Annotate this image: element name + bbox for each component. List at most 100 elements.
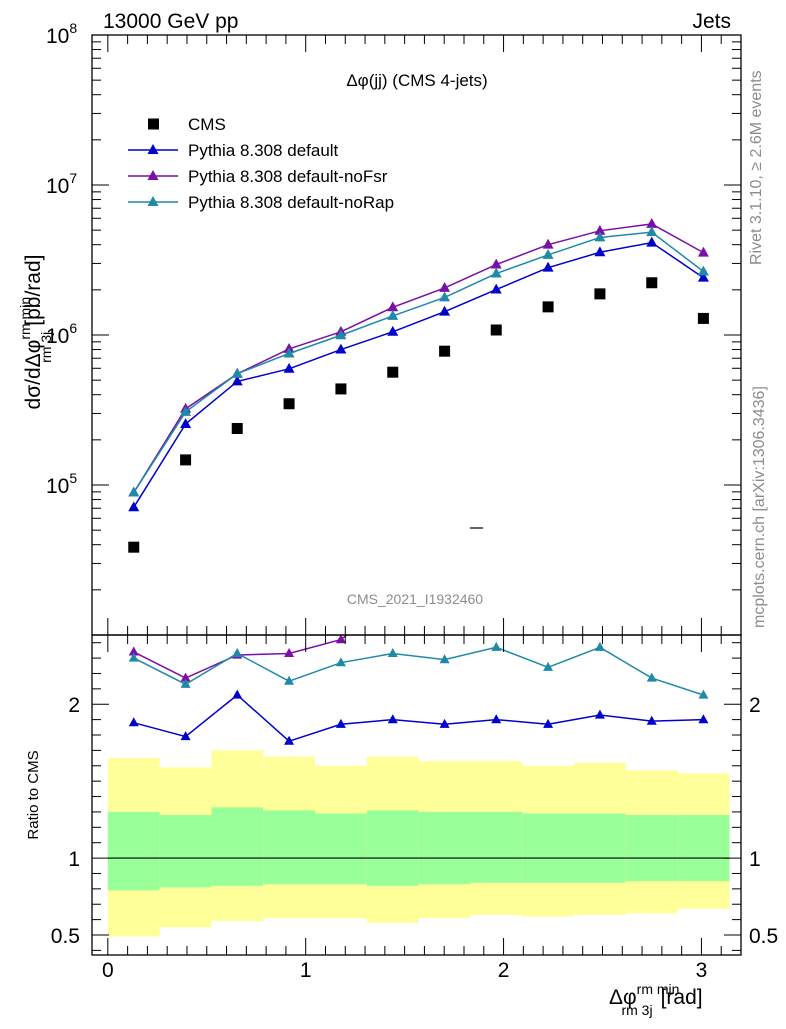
ratio-marker bbox=[284, 675, 295, 685]
band-inner-bin bbox=[107, 811, 160, 891]
ratio-marker bbox=[180, 731, 191, 741]
ratio-y-tick-label-right: 0.5 bbox=[749, 925, 778, 948]
ratio-marker bbox=[594, 709, 605, 719]
main-plot-area: 105 106 107 108 bbox=[46, 20, 742, 636]
y-tick-label: 106 bbox=[46, 320, 77, 348]
x-tick-label: 3 bbox=[696, 959, 708, 982]
ratio-marker bbox=[387, 648, 398, 658]
xlabel-unit: [rad] bbox=[661, 986, 703, 1009]
ratio-line-3 bbox=[133, 646, 704, 696]
main-marker bbox=[439, 281, 451, 292]
main-marker bbox=[335, 329, 347, 340]
main-marker bbox=[387, 301, 399, 312]
ratio-marker bbox=[698, 583, 708, 592]
ratio-marker bbox=[128, 646, 139, 656]
xlabel-sub: rm 3j bbox=[621, 1002, 652, 1018]
ratio-y-tick-label-left: 0.5 bbox=[51, 925, 80, 948]
data-point-cms bbox=[180, 454, 192, 466]
ratio-curves bbox=[128, 583, 709, 745]
ratio-marker bbox=[543, 718, 554, 728]
ratio-marker bbox=[491, 587, 501, 596]
main-marker bbox=[542, 238, 554, 249]
ratio-marker bbox=[335, 657, 346, 667]
ratio-marker bbox=[646, 715, 657, 725]
main-ylabel-base: dσ/dΔφ bbox=[22, 340, 45, 410]
data-point-cms bbox=[387, 366, 399, 378]
main-marker bbox=[180, 418, 192, 428]
band-inner-bin bbox=[522, 813, 575, 883]
ratio-marker bbox=[284, 735, 295, 745]
ratio-marker bbox=[647, 623, 657, 632]
band-inner-bin bbox=[366, 810, 419, 886]
ratio-marker bbox=[543, 607, 553, 616]
x-tick-label: 0 bbox=[102, 959, 114, 982]
main-marker bbox=[697, 271, 709, 282]
ratio-marker bbox=[232, 689, 243, 699]
header-left: 13000 GeV pp bbox=[103, 10, 238, 33]
legend-marker-triangle bbox=[147, 170, 159, 180]
band-inner-bin bbox=[574, 813, 626, 883]
band-inner-bin bbox=[470, 811, 523, 883]
data-point-cms bbox=[283, 398, 295, 410]
ratio-marker bbox=[284, 648, 295, 658]
data-point-cms bbox=[439, 345, 451, 357]
main-ylabel: dσ/dΔφrm min rm 3j [pb/rad] bbox=[17, 255, 54, 410]
ratio-marker bbox=[128, 652, 139, 662]
ratio-marker bbox=[335, 718, 346, 728]
data-point-cms bbox=[646, 277, 658, 289]
main-marker bbox=[387, 325, 399, 336]
ratio-marker bbox=[180, 678, 191, 688]
main-marker bbox=[439, 305, 451, 316]
main-marker bbox=[439, 291, 451, 302]
ratio-marker bbox=[439, 654, 450, 664]
main-marker bbox=[697, 246, 709, 257]
ratio-y-tick-label-left: 2 bbox=[68, 694, 80, 717]
x-tick-label: 1 bbox=[300, 959, 312, 982]
main-marker bbox=[646, 236, 658, 247]
ratio-y-tick-label-right: 1 bbox=[749, 848, 761, 871]
y-tick-label: 105 bbox=[46, 470, 77, 498]
main-marker bbox=[180, 405, 192, 416]
ratio-marker bbox=[543, 661, 554, 671]
band-inner-bin bbox=[418, 811, 471, 885]
band-inner-bin bbox=[625, 815, 678, 882]
xlabel-base: Δφ bbox=[609, 986, 637, 1009]
ratio-marker bbox=[387, 714, 398, 724]
ratio-marker bbox=[646, 672, 657, 682]
main-marker bbox=[283, 362, 295, 373]
data-point-cms bbox=[542, 301, 554, 313]
ratio-marker bbox=[594, 641, 605, 651]
main-ylabel-sup: rm min bbox=[17, 297, 33, 340]
main-marker bbox=[646, 226, 658, 237]
band-inner-bin bbox=[263, 810, 315, 885]
legend-marker-triangle bbox=[147, 144, 159, 154]
svg-text:dσ/dΔφrm minrm 3j[pb/rad]: dσ/dΔφrm min rm 3j [pb/rad] bbox=[17, 255, 54, 410]
band-inner-bin bbox=[677, 815, 730, 882]
main-marker bbox=[646, 218, 658, 228]
data-point-cms bbox=[697, 312, 709, 324]
ratio-marker bbox=[232, 648, 243, 658]
ratio-ylabel: Ratio to CMS bbox=[25, 750, 42, 839]
y-tick-label: 108 bbox=[46, 20, 77, 48]
y-tick-label: 107 bbox=[46, 170, 77, 198]
analysis-id: CMS_2021_I1932460 bbox=[347, 591, 483, 607]
ratio-frame bbox=[91, 634, 742, 956]
header-right: Jets bbox=[692, 10, 731, 33]
data-point-cms bbox=[490, 324, 502, 336]
band-inner-bin bbox=[314, 813, 367, 885]
data-point-cms bbox=[231, 423, 243, 435]
main-marker bbox=[231, 375, 243, 386]
main-marker bbox=[594, 246, 606, 257]
main-ylabel-unit: [pb/rad] bbox=[22, 255, 45, 326]
ratio-y-tick-label-left: 1 bbox=[68, 848, 80, 871]
main-line-3 bbox=[133, 231, 704, 493]
legend-marker-square bbox=[148, 118, 159, 130]
legend-marker-triangle bbox=[147, 196, 159, 206]
mcplots-label: mcplots.cern.ch [arXiv:1306.3436] bbox=[751, 386, 768, 628]
ratio-marker bbox=[491, 714, 502, 724]
band-inner-bin bbox=[211, 807, 264, 886]
data-point-cms bbox=[335, 383, 347, 395]
ratio-line-1 bbox=[133, 694, 704, 743]
main-marker bbox=[231, 367, 243, 378]
